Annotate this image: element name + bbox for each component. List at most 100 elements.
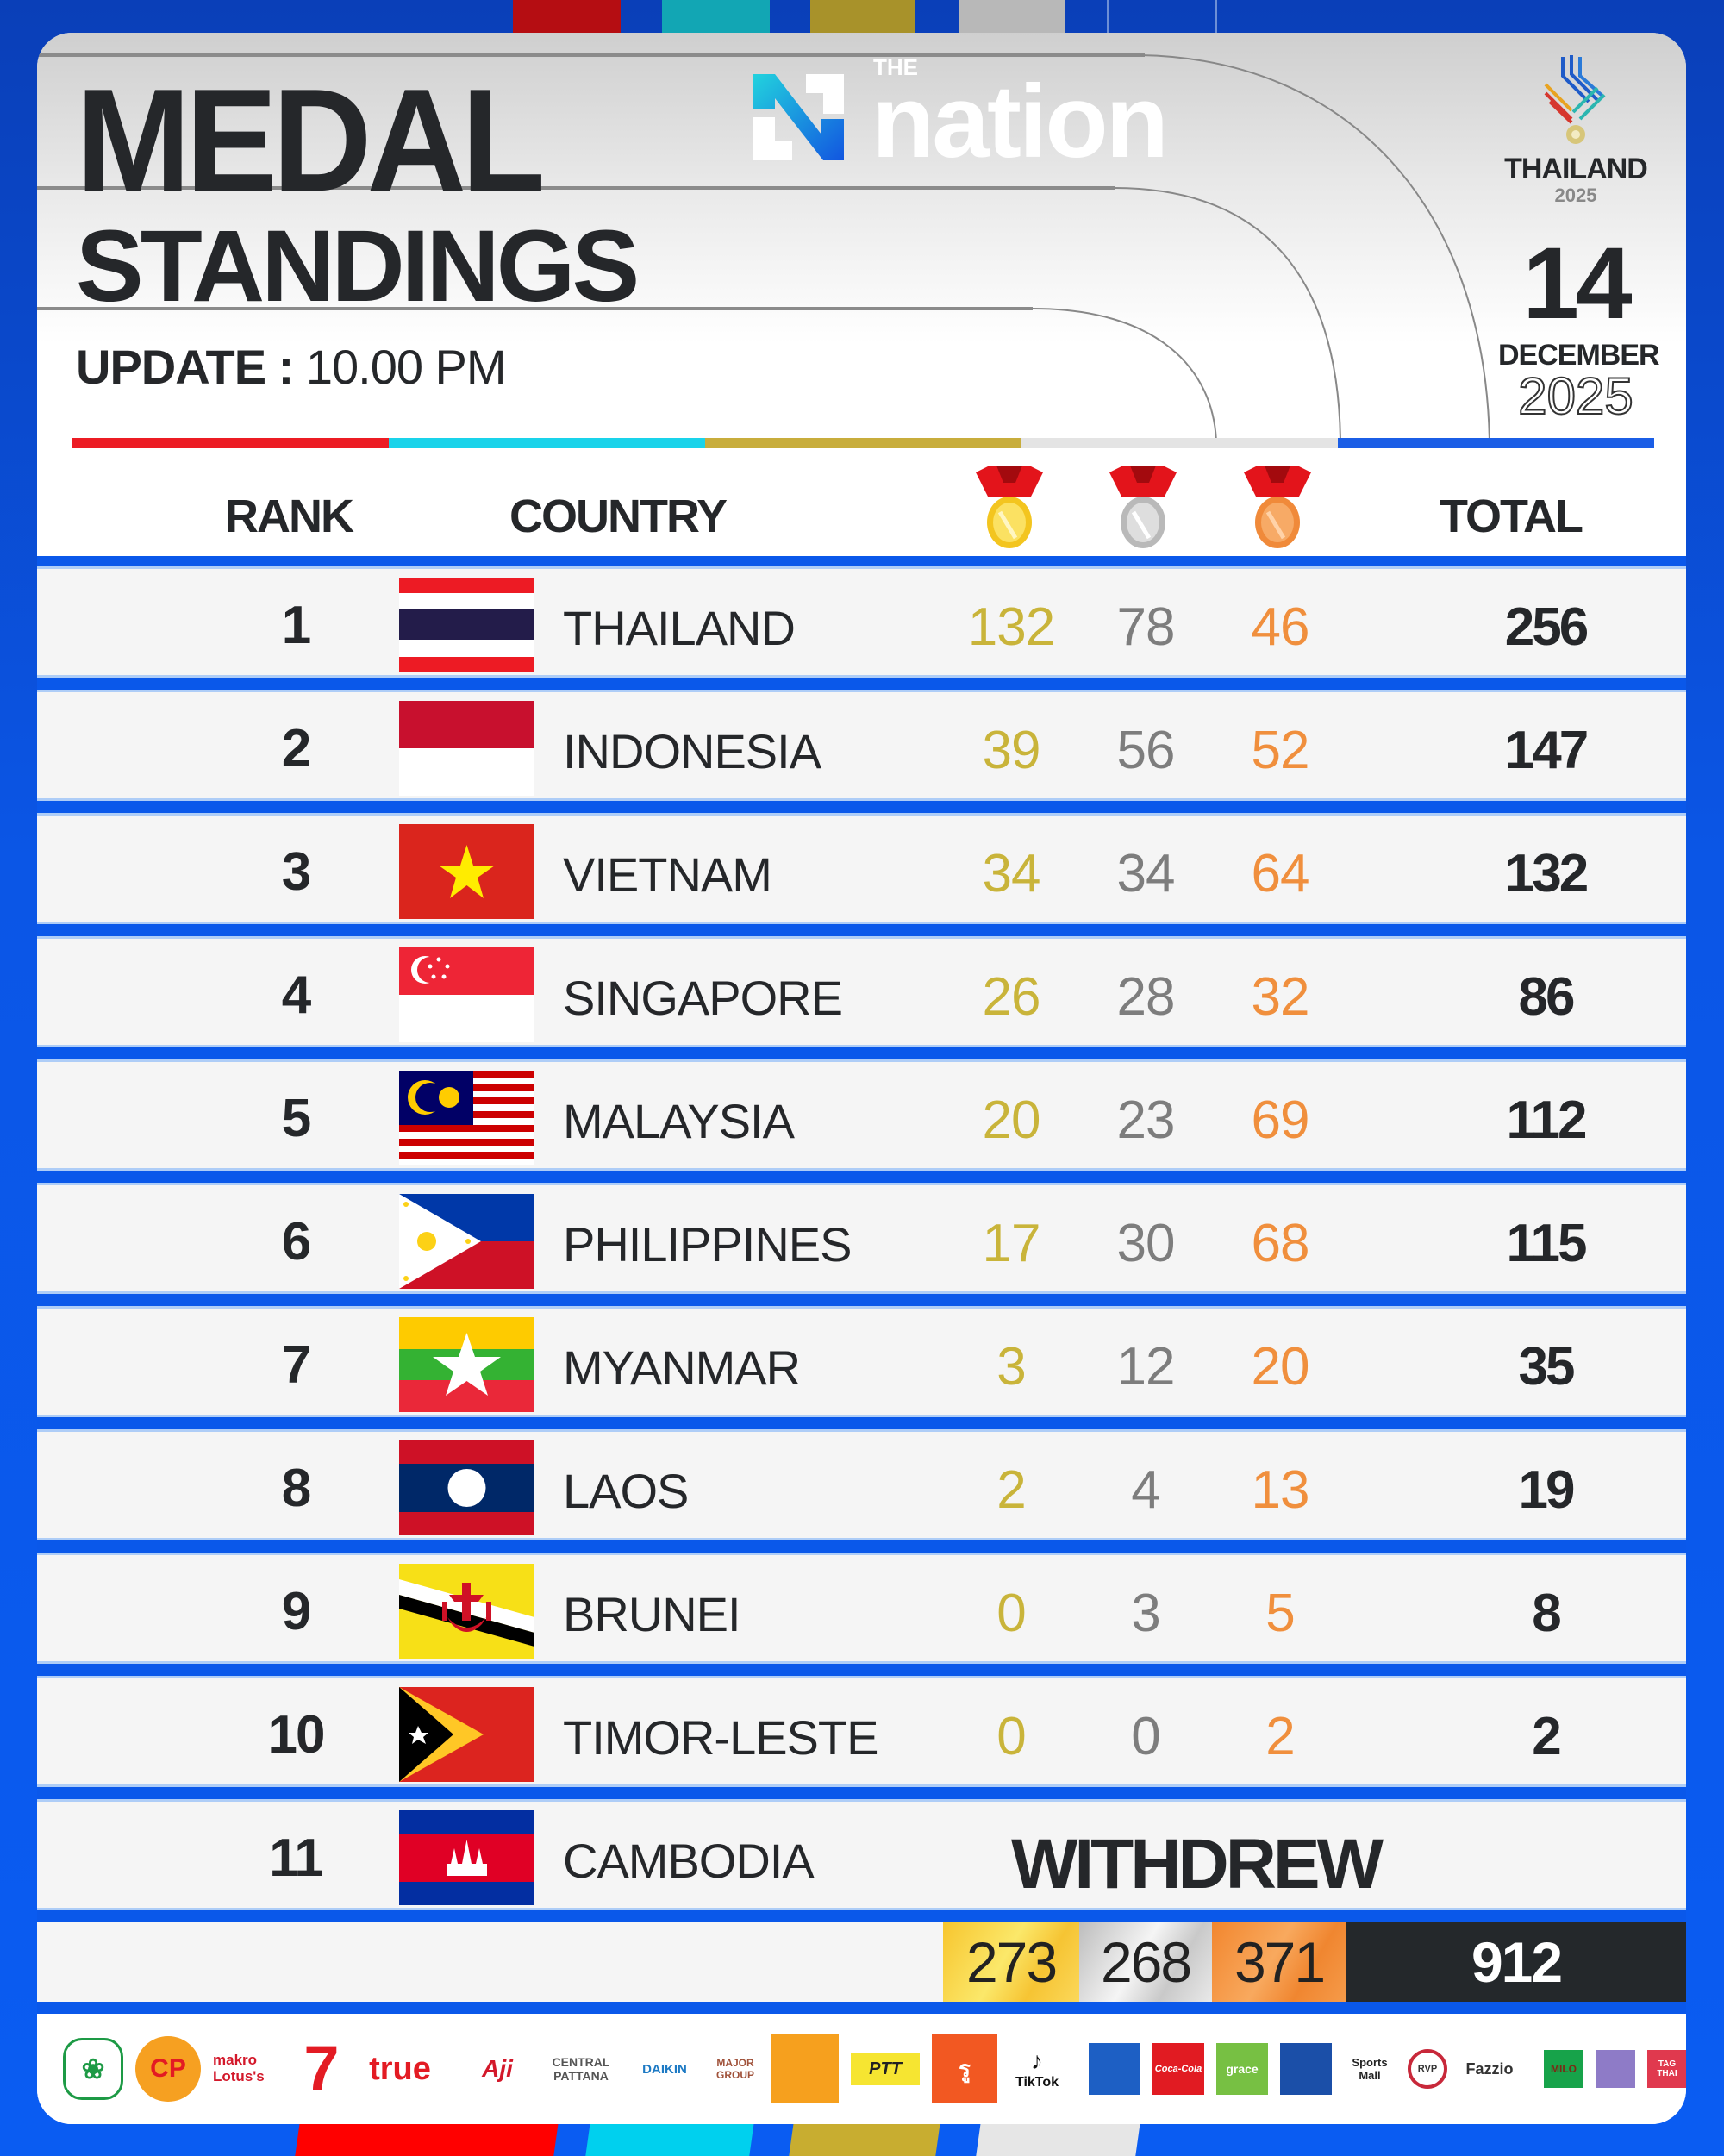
major-group-logo: MAJOR GROUP	[715, 2057, 754, 2081]
medal-standings-card: MEDAL STANDINGS UPDATE : 10.00 PM THE na…	[37, 33, 1686, 2124]
row-divider	[37, 1787, 1686, 1799]
country-name: TIMOR-LESTE	[563, 1710, 878, 1765]
bronze-count: 46	[1251, 597, 1310, 657]
myanmar-flag-icon	[399, 1317, 534, 1412]
total-count: 115	[1506, 1214, 1587, 1273]
silver-count: 78	[1116, 597, 1176, 657]
page-title-line1: MEDAL	[76, 58, 546, 222]
games-logo-year: 2025	[1554, 184, 1597, 206]
total-gold: 273	[943, 1922, 1079, 2002]
rank: 6	[281, 1212, 311, 1272]
header-track-line	[37, 53, 1145, 57]
row-divider	[37, 2002, 1686, 2014]
column-header-country: COUNTRY	[509, 491, 728, 542]
rank: 8	[281, 1459, 311, 1518]
laos-flag-icon	[399, 1440, 534, 1535]
row-divider	[37, 556, 1686, 566]
table-header: RANK COUNTRY TOTAL	[37, 448, 1686, 556]
country-name: MYANMAR	[563, 1340, 801, 1395]
bronze-count: 52	[1251, 721, 1310, 780]
silver-count: 30	[1116, 1214, 1176, 1273]
accent-bar-silver	[1021, 438, 1338, 448]
silver-count: 12	[1116, 1337, 1176, 1397]
update-time: UPDATE : 10.00 PM	[76, 340, 507, 394]
column-header-total: TOTAL	[1440, 491, 1583, 542]
update-label: UPDATE :	[76, 340, 294, 394]
table-row[interactable]: 4 SINGAPORE 26 28 32 86	[37, 936, 1686, 1047]
nation-n-icon	[753, 74, 844, 160]
row-divider	[37, 1171, 1686, 1183]
rank: 5	[281, 1089, 311, 1148]
gold-count: 2	[996, 1460, 1026, 1520]
update-time-value: 10.00 PM	[305, 340, 507, 394]
rank: 11	[269, 1828, 324, 1888]
total-count: 8	[1532, 1584, 1561, 1643]
accent-bar-red	[72, 438, 389, 448]
rank: 2	[281, 719, 311, 778]
total-all-medals: 912	[1346, 1922, 1686, 2002]
sponsor-name: TikTok	[1015, 2075, 1059, 2090]
country-name: THAILAND	[563, 601, 796, 655]
games-emblem-icon	[1544, 55, 1606, 144]
philippines-flag-icon	[399, 1194, 534, 1289]
table-row[interactable]: 8 LAOS 2 4 13 19	[37, 1429, 1686, 1540]
ajinomoto-logo: Aji	[482, 2055, 513, 2082]
silver-count: 0	[1131, 1707, 1160, 1766]
milo-logo: MILO	[1544, 2050, 1583, 2088]
timor-leste-flag-icon	[399, 1687, 534, 1782]
date-year: 2025	[1517, 367, 1633, 425]
silver-count: 3	[1131, 1584, 1160, 1643]
table-row[interactable]: 1 THAILAND 132 78 46 256	[37, 566, 1686, 678]
tiktok-logo: ♪ TikTok	[1015, 2047, 1059, 2090]
the-nation-logo: THE nation	[753, 54, 1169, 173]
accent-bar-cyan	[389, 438, 705, 448]
gold-count: 132	[967, 597, 1055, 657]
table-row[interactable]: 6 PHILIPPINES 17 30 68 115	[37, 1183, 1686, 1294]
row-divider	[37, 1417, 1686, 1429]
daikin-logo: DAIKIN	[642, 2061, 687, 2077]
brand-name: nation	[871, 64, 1169, 179]
page-title-line2: STANDINGS	[76, 209, 640, 323]
table-row[interactable]: 10 TIMOR-LESTE 0 0 2 2	[37, 1676, 1686, 1787]
bottom-color-bands	[0, 2122, 1724, 2156]
withdrew-status: WITHDREW	[1011, 1825, 1384, 1903]
row-divider	[37, 1540, 1686, 1553]
gold-medal-icon	[976, 466, 1043, 548]
total-bronze: 371	[1212, 1922, 1346, 2002]
country-name: LAOS	[563, 1464, 689, 1518]
total-count: 132	[1504, 844, 1589, 903]
table-row[interactable]: 9 BRUNEI 0 3 5 8	[37, 1553, 1686, 1664]
row-divider	[37, 1664, 1686, 1676]
country-name: PHILIPPINES	[563, 1217, 852, 1272]
coca-cola-logo: Coca-Cola	[1152, 2043, 1204, 2095]
table-row[interactable]: 11 CAMBODIA WITHDREW	[37, 1799, 1686, 1910]
rank: 9	[281, 1582, 311, 1641]
total-count: 256	[1504, 597, 1589, 657]
rank: 7	[281, 1335, 311, 1395]
total-count: 147	[1504, 721, 1589, 780]
vietnam-flag-icon	[399, 824, 534, 919]
row-divider	[37, 678, 1686, 690]
bronze-count: 5	[1265, 1584, 1295, 1643]
header-track-line	[37, 307, 1033, 310]
makro-lotus-logo: makro Lotus's	[213, 2052, 282, 2084]
singapore-flag-icon	[399, 947, 534, 1042]
row-divider	[37, 1910, 1686, 1922]
bronze-count: 2	[1265, 1707, 1295, 1766]
cambodia-flag-icon	[399, 1810, 534, 1905]
table-row[interactable]: 3 VIETNAM 34 34 64 132	[37, 813, 1686, 924]
gold-count: 17	[982, 1214, 1041, 1273]
table-row[interactable]: 2 INDONESIA 39 56 52 147	[37, 690, 1686, 801]
date-month: DECEMBER	[1498, 339, 1660, 372]
gold-count: 26	[982, 967, 1041, 1027]
thailand-flag-icon	[399, 578, 534, 672]
row-divider	[37, 924, 1686, 936]
brunei-flag-icon	[399, 1564, 534, 1659]
table-row[interactable]: 7 MYANMAR 3 12 20 35	[37, 1306, 1686, 1417]
header-track-line	[37, 186, 1115, 190]
indonesia-flag-icon	[399, 701, 534, 796]
table-row[interactable]: 5 MALAYSIA 20 23 69 112	[37, 1059, 1686, 1171]
brand-the: THE	[873, 54, 918, 80]
bronze-medal-icon	[1244, 466, 1311, 548]
sponsor-orange-badge-logo	[771, 2034, 839, 2103]
